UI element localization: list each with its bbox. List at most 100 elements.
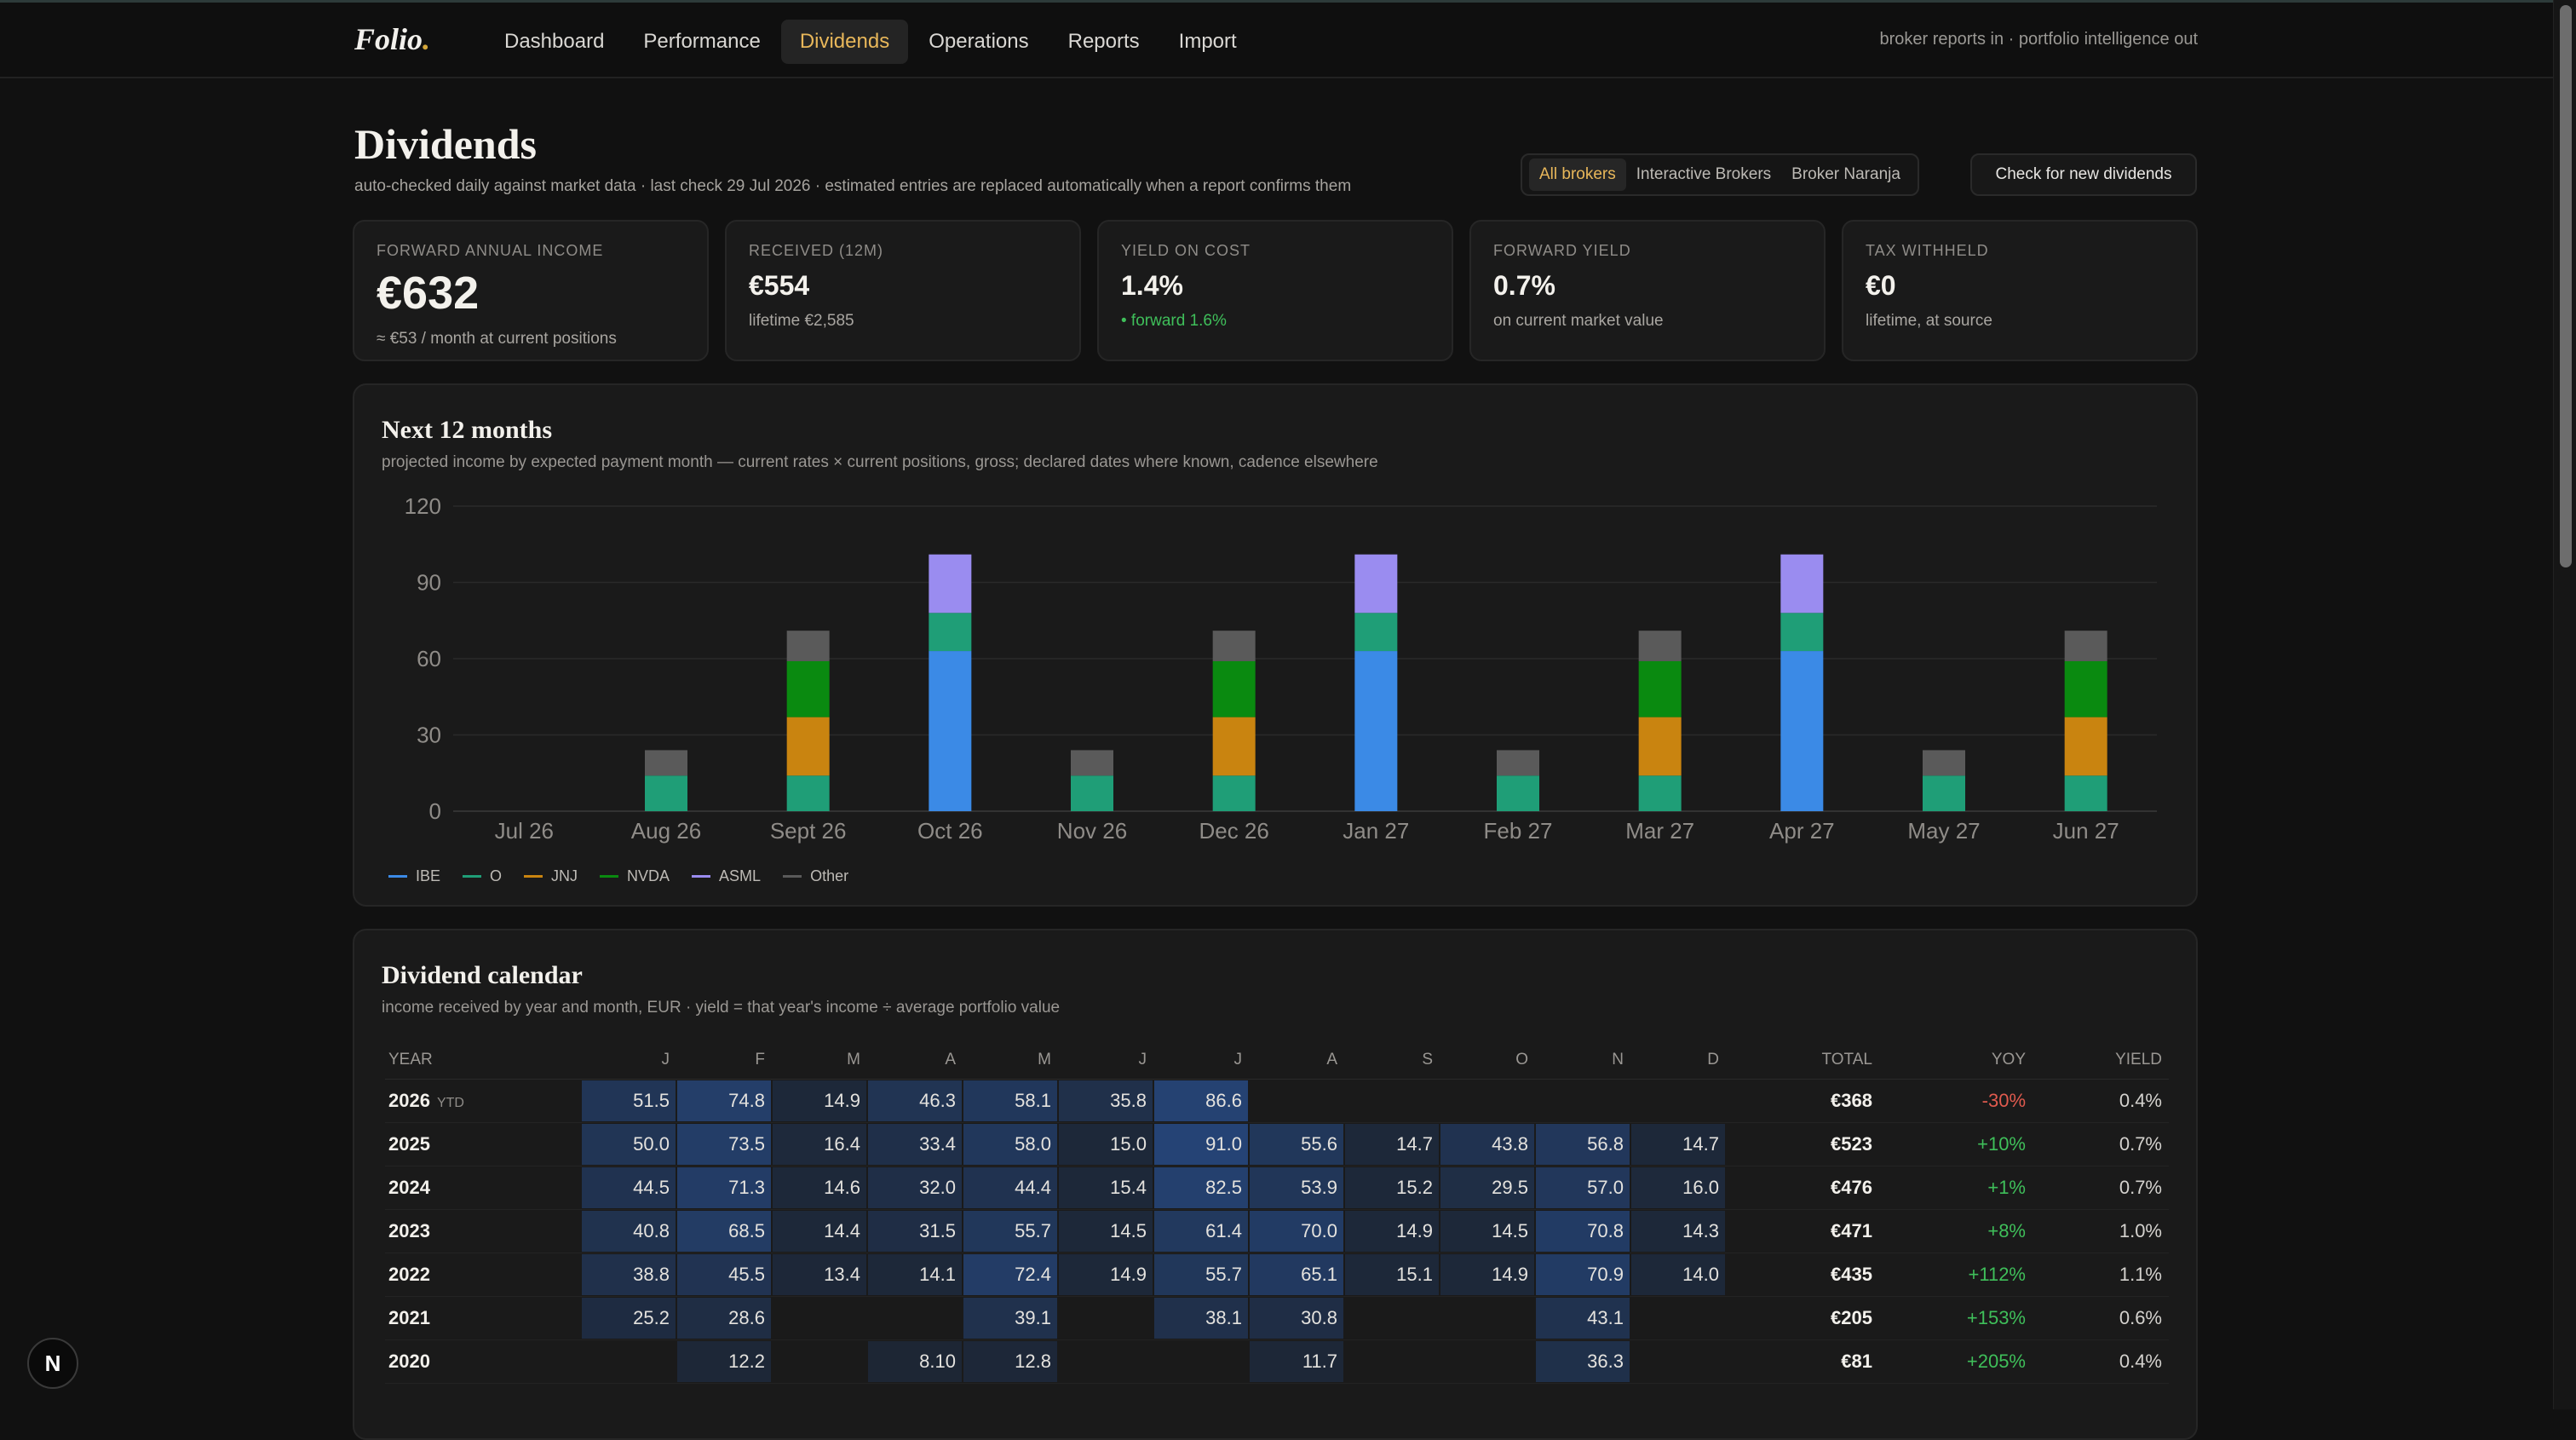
broker-option-interactive-brokers[interactable]: Interactive Brokers: [1636, 165, 1772, 183]
bar-segment-other: [1212, 631, 1256, 661]
broker-option-all-brokers[interactable]: All brokers: [1529, 158, 1626, 191]
broker-option-broker-naranja[interactable]: Broker Naranja: [1791, 165, 1900, 183]
month-cell: 71.3: [676, 1166, 772, 1210]
month-cell: 61.4: [1153, 1209, 1249, 1253]
scrollbar-thumb[interactable]: [2560, 5, 2572, 567]
projection-subtitle: projected income by expected payment mon…: [382, 453, 1378, 471]
month-cell: 14.4: [772, 1209, 867, 1253]
nav-performance[interactable]: Performance: [643, 30, 761, 53]
bar-segment-ibe: [1780, 651, 1824, 811]
column-header: F: [676, 1041, 772, 1080]
calendar-panel: Dividend calendar income received by yea…: [353, 929, 2198, 1440]
legend-label: JNJ: [551, 867, 578, 884]
stat-note: lifetime, at source: [1866, 312, 1992, 330]
month-cell: 70.8: [1535, 1209, 1630, 1253]
month-cell: [1249, 1079, 1344, 1123]
month-cell: 30.8: [1249, 1296, 1344, 1340]
month-cell: 25.2: [581, 1296, 676, 1340]
month-cell: [1630, 1339, 1726, 1384]
month-cell: 13.4: [772, 1253, 867, 1297]
bar-segment-other: [1497, 750, 1539, 776]
calendar-row: 2025 50.0 73.5 16.4 33.4 58.0 15.0 91.0 55.6 14.7…: [385, 1122, 2169, 1166]
x-tick-label: Sept 26: [770, 818, 847, 844]
month-cell: 38.1: [1153, 1296, 1249, 1340]
month-cell: [1440, 1079, 1535, 1123]
projection-panel: Next 12 months projected income by expec…: [353, 383, 2198, 907]
month-cell: 15.0: [1058, 1122, 1153, 1166]
bar-segment-o: [929, 613, 972, 652]
calendar-row: 2020 12.2 8.10 12.8 11.7 36.3 €81 +205% 0.4%: [385, 1339, 2169, 1384]
month-cell: [1058, 1339, 1153, 1384]
year-label: 2021: [388, 1307, 430, 1328]
top-nav-bar: Folio. Dashboard Performance Dividends Oper…: [0, 0, 2576, 78]
legend-item[interactable]: JNJ: [524, 867, 578, 885]
broker-filter: All brokers Interactive Brokers Broker Nar…: [1521, 153, 1919, 196]
column-header: A: [1249, 1041, 1344, 1080]
month-cell: [867, 1296, 963, 1340]
legend-item[interactable]: IBE: [388, 867, 440, 885]
bar-segment-nvda: [1212, 660, 1256, 717]
stat-label: Tax withheld: [1866, 242, 1989, 259]
month-cell: 11.7: [1249, 1339, 1344, 1384]
brand-logo[interactable]: Folio.: [354, 22, 431, 56]
stat-note: ≈ €53 / month at current positions: [377, 330, 617, 348]
row-total: €523: [1726, 1122, 1879, 1166]
stat-value: €554: [749, 270, 810, 301]
month-cell: 14.5: [1440, 1209, 1535, 1253]
month-cell: 58.1: [963, 1079, 1058, 1123]
bar-segment-other: [645, 750, 687, 776]
year-label: 2023: [388, 1220, 430, 1241]
row-yoy: +153%: [1879, 1296, 2033, 1340]
month-cell: 32.0: [867, 1166, 963, 1210]
check-dividends-button[interactable]: Check for new dividends: [1970, 153, 2197, 196]
row-total: €476: [1726, 1166, 1879, 1210]
nav-import[interactable]: Import: [1178, 30, 1237, 53]
month-cell: 33.4: [867, 1122, 963, 1166]
month-cell: [1344, 1079, 1440, 1123]
nav-dashboard[interactable]: Dashboard: [504, 30, 605, 53]
month-cell: 55.6: [1249, 1122, 1344, 1166]
column-header: J: [1153, 1041, 1249, 1080]
page-scrollbar[interactable]: [2553, 0, 2576, 1409]
bar-segment-o: [1638, 775, 1682, 811]
bar-segment-o: [2064, 775, 2107, 811]
bar-segment-asml: [929, 554, 972, 613]
month-cell: 14.7: [1630, 1122, 1726, 1166]
calendar-row: 2024 44.5 71.3 14.6 32.0 44.4 15.4 82.5 53.9 15.2…: [385, 1166, 2169, 1210]
row-yoy: -30%: [1879, 1079, 2033, 1123]
legend-item[interactable]: ASML: [692, 867, 761, 885]
row-yield: 1.0%: [2033, 1209, 2169, 1253]
bar-segment-o: [1212, 775, 1256, 811]
legend-item[interactable]: NVDA: [600, 867, 670, 885]
bar-segment-ibe: [1354, 651, 1398, 811]
month-cell: 45.5: [676, 1253, 772, 1297]
bar-segment-asml: [1780, 554, 1824, 613]
legend-item[interactable]: Other: [783, 867, 848, 885]
stat-card: Received (12M) €554 lifetime €2,585: [725, 220, 1081, 361]
bar-segment-nvda: [2064, 660, 2107, 717]
nav-operations[interactable]: Operations: [929, 30, 1029, 53]
month-cell: [1344, 1296, 1440, 1340]
stat-value: €632: [377, 268, 480, 319]
dev-tools-badge[interactable]: N: [27, 1338, 78, 1389]
stat-card: Yield on cost 1.4% • forward 1.6%: [1097, 220, 1453, 361]
month-cell: 16.4: [772, 1122, 867, 1166]
nav-reports[interactable]: Reports: [1067, 30, 1140, 53]
x-tick-label: Jul 26: [495, 818, 554, 844]
x-tick-label: Jun 27: [2053, 818, 2119, 844]
month-cell: 74.8: [676, 1079, 772, 1123]
legend-swatch: [600, 875, 619, 878]
row-yield: 0.4%: [2033, 1339, 2169, 1384]
legend-item[interactable]: O: [463, 867, 502, 885]
bar-segment-nvda: [1638, 660, 1682, 717]
stat-value: €0: [1866, 270, 1896, 301]
month-cell: [1630, 1296, 1726, 1340]
column-header: N: [1535, 1041, 1630, 1080]
column-header: YEAR: [385, 1041, 581, 1080]
month-cell: [581, 1339, 676, 1384]
bar-segment-other: [1071, 750, 1113, 776]
stat-value: 0.7%: [1493, 270, 1555, 301]
nav-dividends[interactable]: Dividends: [780, 20, 909, 64]
projection-title: Next 12 months: [382, 416, 552, 444]
x-tick-label: Apr 27: [1769, 818, 1835, 844]
